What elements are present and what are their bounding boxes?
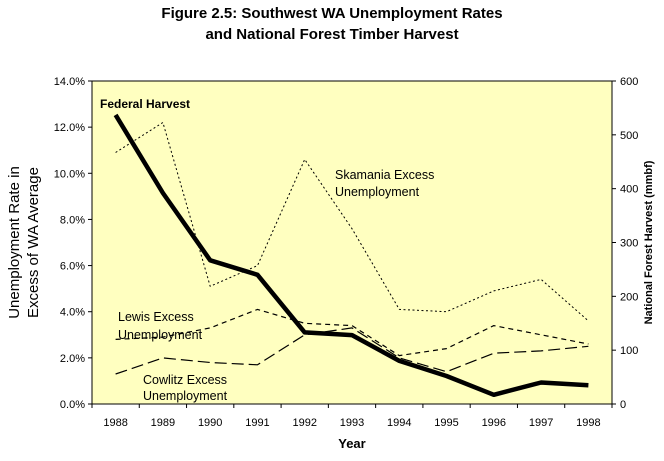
label-cowlitz-line1: Cowlitz Excess <box>143 373 227 387</box>
left-axis-tick-label: 10.0% <box>54 168 85 180</box>
right-axis-tick-label: 600 <box>620 76 638 88</box>
x-axis-tick-label: 1992 <box>292 417 316 429</box>
series-line-skamania-excess-unemployment <box>115 122 589 322</box>
right-axis-tick-label: 0 <box>620 399 626 411</box>
series-line-lewis-excess-unemployment <box>115 308 589 357</box>
right-axis-tick-label: 300 <box>620 238 638 250</box>
label-lewis-line1: Lewis Excess <box>118 310 194 324</box>
label-federal-harvest: Federal Harvest <box>100 97 190 111</box>
x-axis-tick-label: 1991 <box>245 417 269 429</box>
series-line-cowlitz-excess-unemployment <box>115 327 589 375</box>
x-axis-tick-label: 1998 <box>576 417 600 429</box>
x-axis-title: Year <box>338 436 365 451</box>
label-lewis-line2: Unemployment <box>118 328 203 342</box>
chart-title-line1: Figure 2.5: Southwest WA Unemployment Ra… <box>161 5 503 22</box>
label-skamania-line2: Unemployment <box>335 185 420 199</box>
left-axis-tick-label: 2.0% <box>60 353 85 365</box>
x-axis-tick-label: 1995 <box>434 417 458 429</box>
chart-title-line2: and National Forest Timber Harvest <box>205 26 459 43</box>
right-axis-tick-label: 200 <box>620 291 638 303</box>
x-axis-tick-label: 1994 <box>387 417 411 429</box>
x-axis-tick-label: 1996 <box>482 417 506 429</box>
right-axis-tick-label: 500 <box>620 130 638 142</box>
left-axis-tick-label: 8.0% <box>60 214 85 226</box>
series-line-federal-harvest <box>113 113 589 398</box>
x-axis-tick-label: 1988 <box>103 417 127 429</box>
right-axis-tick-label: 400 <box>620 184 638 196</box>
x-axis-tick-label: 1997 <box>529 417 553 429</box>
x-axis-tick-label: 1990 <box>198 417 222 429</box>
right-axis-tick-label: 100 <box>620 345 638 357</box>
left-axis-tick-label: 14.0% <box>54 76 85 88</box>
left-axis-title-line2: Excess of WA Average <box>25 167 42 318</box>
label-skamania-line1: Skamania Excess <box>335 168 434 182</box>
left-axis-title-line1: Unemployment Rate in <box>6 166 23 319</box>
left-axis-tick-label: 0.0% <box>60 399 85 411</box>
chart-title: Figure 2.5: Southwest WA Unemployment Ra… <box>0 3 664 45</box>
plot-area <box>91 80 613 405</box>
x-axis-tick-label: 1989 <box>151 417 175 429</box>
left-axis-tick-label: 12.0% <box>54 122 85 134</box>
x-axis-tick-label: 1993 <box>340 417 364 429</box>
right-axis-title: National Forest Harvest (mmbf) <box>643 160 655 324</box>
left-axis-tick-label: 4.0% <box>60 307 85 319</box>
label-cowlitz-line2: Unemployment <box>143 389 228 403</box>
left-axis-tick-label: 6.0% <box>60 261 85 273</box>
